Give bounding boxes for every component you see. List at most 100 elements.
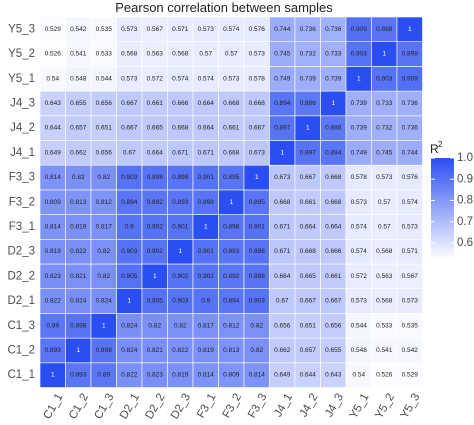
heatmap-cell-label: 0.898	[96, 347, 113, 354]
heatmap-cell-label: 0.82	[97, 273, 110, 280]
heatmap-cell-label: 0.526	[376, 372, 393, 379]
legend-tick-label: 0.7	[457, 216, 473, 228]
heatmap-cell-label: 0.643	[45, 100, 62, 107]
heatmap-cell-label: 0.664	[147, 149, 164, 156]
x-tick-label: D2_3	[169, 392, 193, 422]
x-tick-label: J4_1	[272, 392, 295, 420]
heatmap-cell-label: 0.54	[352, 372, 365, 379]
heatmap-cell-label: 0.909	[351, 26, 368, 33]
y-tick-label: F3_3	[9, 172, 35, 184]
heatmap-cell-label: 0.572	[351, 273, 368, 280]
heatmap-cell-label: 0.664	[198, 125, 215, 132]
heatmap-cell-label: 0.824	[96, 298, 113, 305]
heatmap-cell-label: 0.573	[351, 298, 368, 305]
heatmap-cell-label: 0.667	[249, 125, 266, 132]
heatmap-cell-label: 0.664	[325, 223, 342, 230]
heatmap-cell-label: 0.82	[97, 248, 110, 255]
heatmap-cell-label: 0.739	[325, 75, 342, 82]
heatmap-cell-label: 0.901	[249, 223, 266, 230]
y-tick-label: D2_1	[8, 295, 36, 307]
heatmap-cell-label: 0.736	[402, 100, 419, 107]
heatmap-cell-label: 1	[153, 273, 157, 280]
heatmap-cell-label: 0.573	[198, 26, 215, 33]
heatmap-cell-label: 0.668	[172, 125, 189, 132]
chart-title: Pearson correlation between samples	[115, 0, 333, 15]
heatmap-cell-label: 0.664	[300, 223, 317, 230]
heatmap-cell-label: 0.656	[274, 322, 291, 329]
heatmap-cell-label: 0.526	[45, 51, 62, 58]
x-tick-label: C1_1	[41, 392, 65, 422]
heatmap-cell-label: 0.651	[300, 322, 317, 329]
heatmap-cell-label: 0.817	[96, 223, 113, 230]
heatmap-cell-label: 0.822	[70, 248, 87, 255]
heatmap-cell-label: 0.576	[249, 26, 266, 33]
heatmap-cell-label: 0.661	[223, 125, 240, 132]
y-axis-labels: C1_1C1_2C1_3D2_1D2_2D2_3F3_1F3_2F3_3J4_1…	[8, 23, 36, 381]
heatmap-cell-label: 0.657	[70, 125, 87, 132]
heatmap-cell-label: 1	[331, 100, 335, 107]
heatmap-cell-label: 0.563	[376, 273, 393, 280]
heatmap-cell-label: 0.544	[351, 322, 368, 329]
heatmap-cell-label: 0.656	[96, 149, 113, 156]
heatmap-cell-label: 0.819	[45, 248, 62, 255]
heatmap-cell-label: 0.901	[198, 174, 215, 181]
heatmap-cell-label: 0.898	[172, 174, 189, 181]
heatmap-cell-label: 0.813	[70, 199, 87, 206]
y-tick-label: J4_2	[10, 122, 35, 134]
heatmap-cell-label: 0.535	[96, 26, 113, 33]
heatmap-cell-label: 0.905	[147, 298, 164, 305]
heatmap-cell-label: 0.893	[172, 199, 189, 206]
heatmap-cell-label: 0.541	[70, 51, 87, 58]
heatmap-cell-label: 0.656	[96, 100, 113, 107]
heatmap-cell-label: 0.666	[172, 100, 189, 107]
y-tick-label: D2_3	[8, 246, 36, 258]
heatmap-cell-label: 0.744	[402, 149, 419, 156]
heatmap-cell-label: 1	[229, 199, 233, 206]
heatmap-cell-label: 0.898	[223, 223, 240, 230]
heatmap-cell-label: 0.668	[223, 100, 240, 107]
heatmap-cell-label: 0.571	[172, 26, 189, 33]
heatmap-cell-label: 1	[51, 372, 55, 379]
heatmap-cell-label: 0.886	[325, 125, 342, 132]
heatmap-cell-label: 0.819	[172, 372, 189, 379]
heatmap-cell-label: 0.736	[402, 125, 419, 132]
y-tick-label: Y5_1	[8, 73, 35, 85]
x-tick-label: C1_2	[67, 392, 91, 422]
heatmap-cell-label: 0.739	[351, 100, 368, 107]
heatmap-cell-label: 0.749	[351, 149, 368, 156]
heatmap-cell-label: 0.903	[121, 248, 138, 255]
y-tick-label: F3_1	[9, 221, 35, 233]
heatmap-cell-label: 0.535	[402, 322, 419, 329]
legend-tick-label: 1.0	[457, 152, 473, 164]
heatmap-cell-label: 0.57	[225, 51, 238, 58]
heatmap-cell-label: 0.57	[199, 51, 212, 58]
heatmap-cell-label: 0.576	[402, 174, 419, 181]
heatmap-cell-label: 0.895	[249, 199, 266, 206]
heatmap-cell-label: 0.897	[300, 149, 317, 156]
heatmap-cell-label: 0.824	[70, 298, 87, 305]
y-tick-label: J4_3	[10, 97, 35, 109]
heatmap-cell-label: 0.578	[351, 174, 368, 181]
heatmap-cell-label: 0.667	[121, 125, 138, 132]
x-tick-label: Y5_3	[399, 392, 423, 421]
heatmap-cell-label: 0.671	[172, 149, 189, 156]
x-tick-label: D2_1	[118, 392, 142, 422]
heatmap-cell-label: 0.902	[172, 273, 189, 280]
heatmap-cell-label: 0.892	[147, 199, 164, 206]
heatmap-cell-label: 0.89	[97, 372, 110, 379]
heatmap-cell-label: 0.568	[172, 51, 189, 58]
heatmap-cell-label: 0.905	[121, 273, 138, 280]
x-axis-labels: C1_1 C1_2 C1_3 D2_1 D2_2 D2_3 F3_1 F3_2 F3_3 J4_1…	[41, 392, 422, 422]
heatmap-cell-label: 0.542	[70, 26, 87, 33]
heatmap-cell-label: 0.665	[147, 125, 164, 132]
heatmap-cell-label: 0.9	[125, 223, 134, 230]
heatmap-cell-label: 0.823	[45, 273, 62, 280]
heatmap-cell-label: 0.749	[274, 75, 291, 82]
heatmap-cell-label: 0.902	[198, 273, 215, 280]
heatmap-cell-label: 0.57	[378, 199, 391, 206]
heatmap-cell-label: 0.9	[201, 298, 210, 305]
heatmap-cell-label: 0.574	[172, 75, 189, 82]
heatmap-cell-label: 0.568	[376, 248, 393, 255]
heatmap-cell-label: 0.812	[96, 199, 113, 206]
heatmap-cell-label: 0.57	[378, 223, 391, 230]
